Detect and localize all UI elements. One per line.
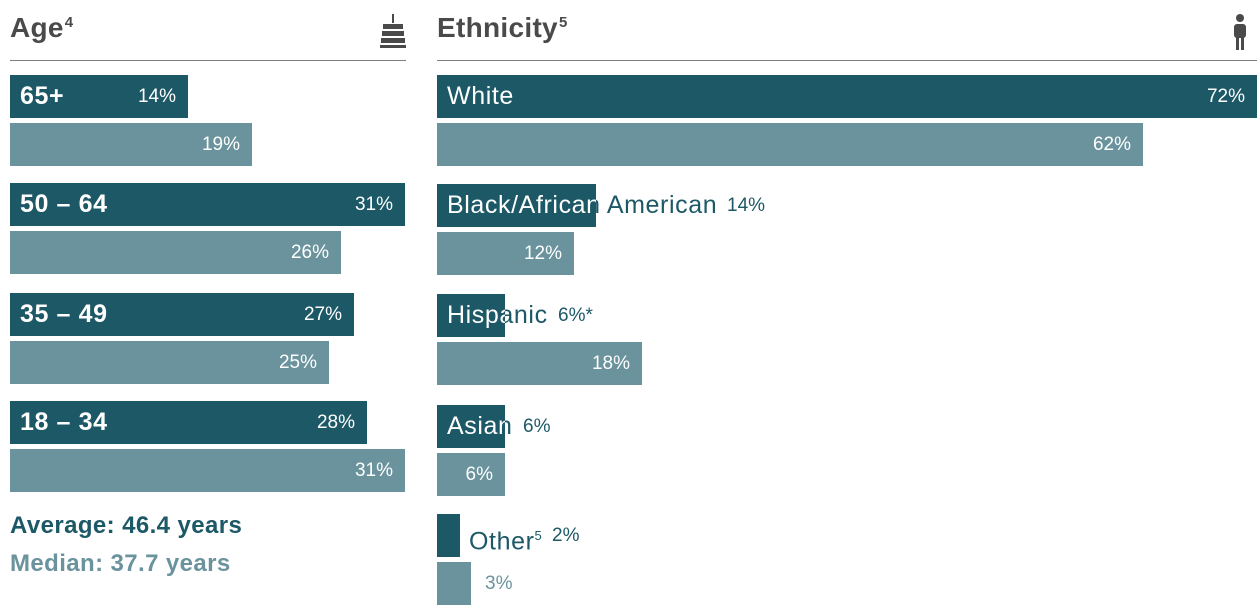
age-title: Age4 [10, 12, 73, 44]
ethnicity-bar-primary-white [437, 75, 1257, 118]
ethnicity-bar-secondary-white [437, 123, 1143, 166]
ethnicity-bar-secondary-hispanic [437, 342, 642, 385]
person-icon [1233, 14, 1247, 55]
ethnicity-value-label-secondary-black-african-american: 12% [523, 243, 562, 264]
ethnicity-value-label-primary-asian: 6% [523, 416, 551, 437]
ethnicity-title-text: Ethnicity [437, 12, 558, 43]
ethnicity-value-label-primary-black-african-american: 14% [727, 195, 766, 216]
ethnicity-value-label-secondary-asian: 6% [465, 464, 493, 485]
age-bar-secondary-35-49 [10, 341, 329, 384]
ethnicity-category-text-asian: Asian [447, 412, 513, 440]
ethnicity-bar-secondary-other [437, 562, 471, 605]
ethnicity-value-label-primary-white: 72% [1206, 86, 1245, 107]
ethnicity-bar-primary-asian [437, 405, 505, 448]
ethnicity-title: Ethnicity5 [437, 12, 568, 44]
ethnicity-bar-primary-other [437, 514, 460, 557]
ethnicity-panel: Ethnicity5 White White 72% 62% Black/African… [437, 0, 1257, 616]
cake-icon [380, 14, 406, 53]
age-bar-primary-35-49 [10, 293, 354, 336]
age-value-label-secondary-50-64: 26% [290, 242, 329, 263]
age-median: Median: 37.7 years [10, 550, 231, 577]
age-category-label-65: 65+ [20, 82, 65, 110]
ethnicity-bar-secondary-black-african-american [437, 232, 574, 275]
ethnicity-value-label-primary-hispanic: 6%* [558, 305, 593, 326]
ethnicity-category-text-black-african-american: Black/African American [447, 191, 718, 219]
age-bar-primary-50-64 [10, 183, 405, 226]
age-bar-primary-18-34 [10, 401, 367, 444]
age-panel: Age4 65+ 14% 19% 50 – 64 31% 26% 35 – 49 27% 25%… [10, 0, 406, 616]
age-bar-primary-65 [10, 75, 188, 118]
age-value-label-secondary-18-34: 31% [354, 460, 393, 481]
age-value-label-secondary-35-49: 25% [278, 352, 317, 373]
age-value-label-primary-35-49: 27% [303, 304, 342, 325]
ethnicity-category-label-hispanic: HispanicHispanic [447, 301, 548, 329]
ethnicity-bar-primary-hispanic [437, 294, 505, 337]
age-category-label-18-34: 18 – 34 [20, 408, 108, 436]
age-bar-secondary-50-64 [10, 231, 341, 274]
ethnicity-value-label-secondary-white: 62% [1092, 134, 1131, 155]
age-bar-secondary-18-34 [10, 449, 405, 492]
age-value-label-secondary-65: 19% [201, 134, 240, 155]
age-value-label-primary-18-34: 28% [316, 412, 355, 433]
age-category-label-35-49: 35 – 49 [20, 300, 108, 328]
ethnicity-bar-primary-black-african-american [437, 184, 596, 227]
age-value-label-primary-50-64: 31% [354, 194, 393, 215]
ethnicity-category-label-asian: AsianAsian [447, 412, 513, 440]
age-value-label-primary-65: 14% [137, 86, 176, 107]
ethnicity-category-text-other: Other [469, 527, 535, 556]
ethnicity-value-label-primary-other: 2% [552, 525, 580, 546]
ethnicity-rule [437, 60, 1257, 61]
ethnicity-category-label-other: Other5Other [469, 514, 542, 557]
age-rule [10, 60, 406, 61]
ethnicity-value-label-secondary-hispanic: 18% [591, 353, 630, 374]
age-title-text: Age [10, 12, 64, 43]
ethnicity-value-label-secondary-other: 3% [485, 573, 513, 594]
age-bar-secondary-65 [10, 123, 252, 166]
ethnicity-title-note: 5 [558, 13, 568, 31]
age-average: Average: 46.4 years [10, 512, 243, 539]
ethnicity-category-note-other: 5 [534, 528, 543, 543]
age-category-label-50-64: 50 – 64 [20, 190, 108, 218]
ethnicity-category-text-hispanic: Hispanic [447, 301, 548, 329]
ethnicity-bar-secondary-asian [437, 453, 505, 496]
age-title-note: 4 [64, 13, 74, 31]
ethnicity-category-label-white: White White [447, 82, 514, 110]
ethnicity-category-text-white: White [447, 82, 514, 110]
